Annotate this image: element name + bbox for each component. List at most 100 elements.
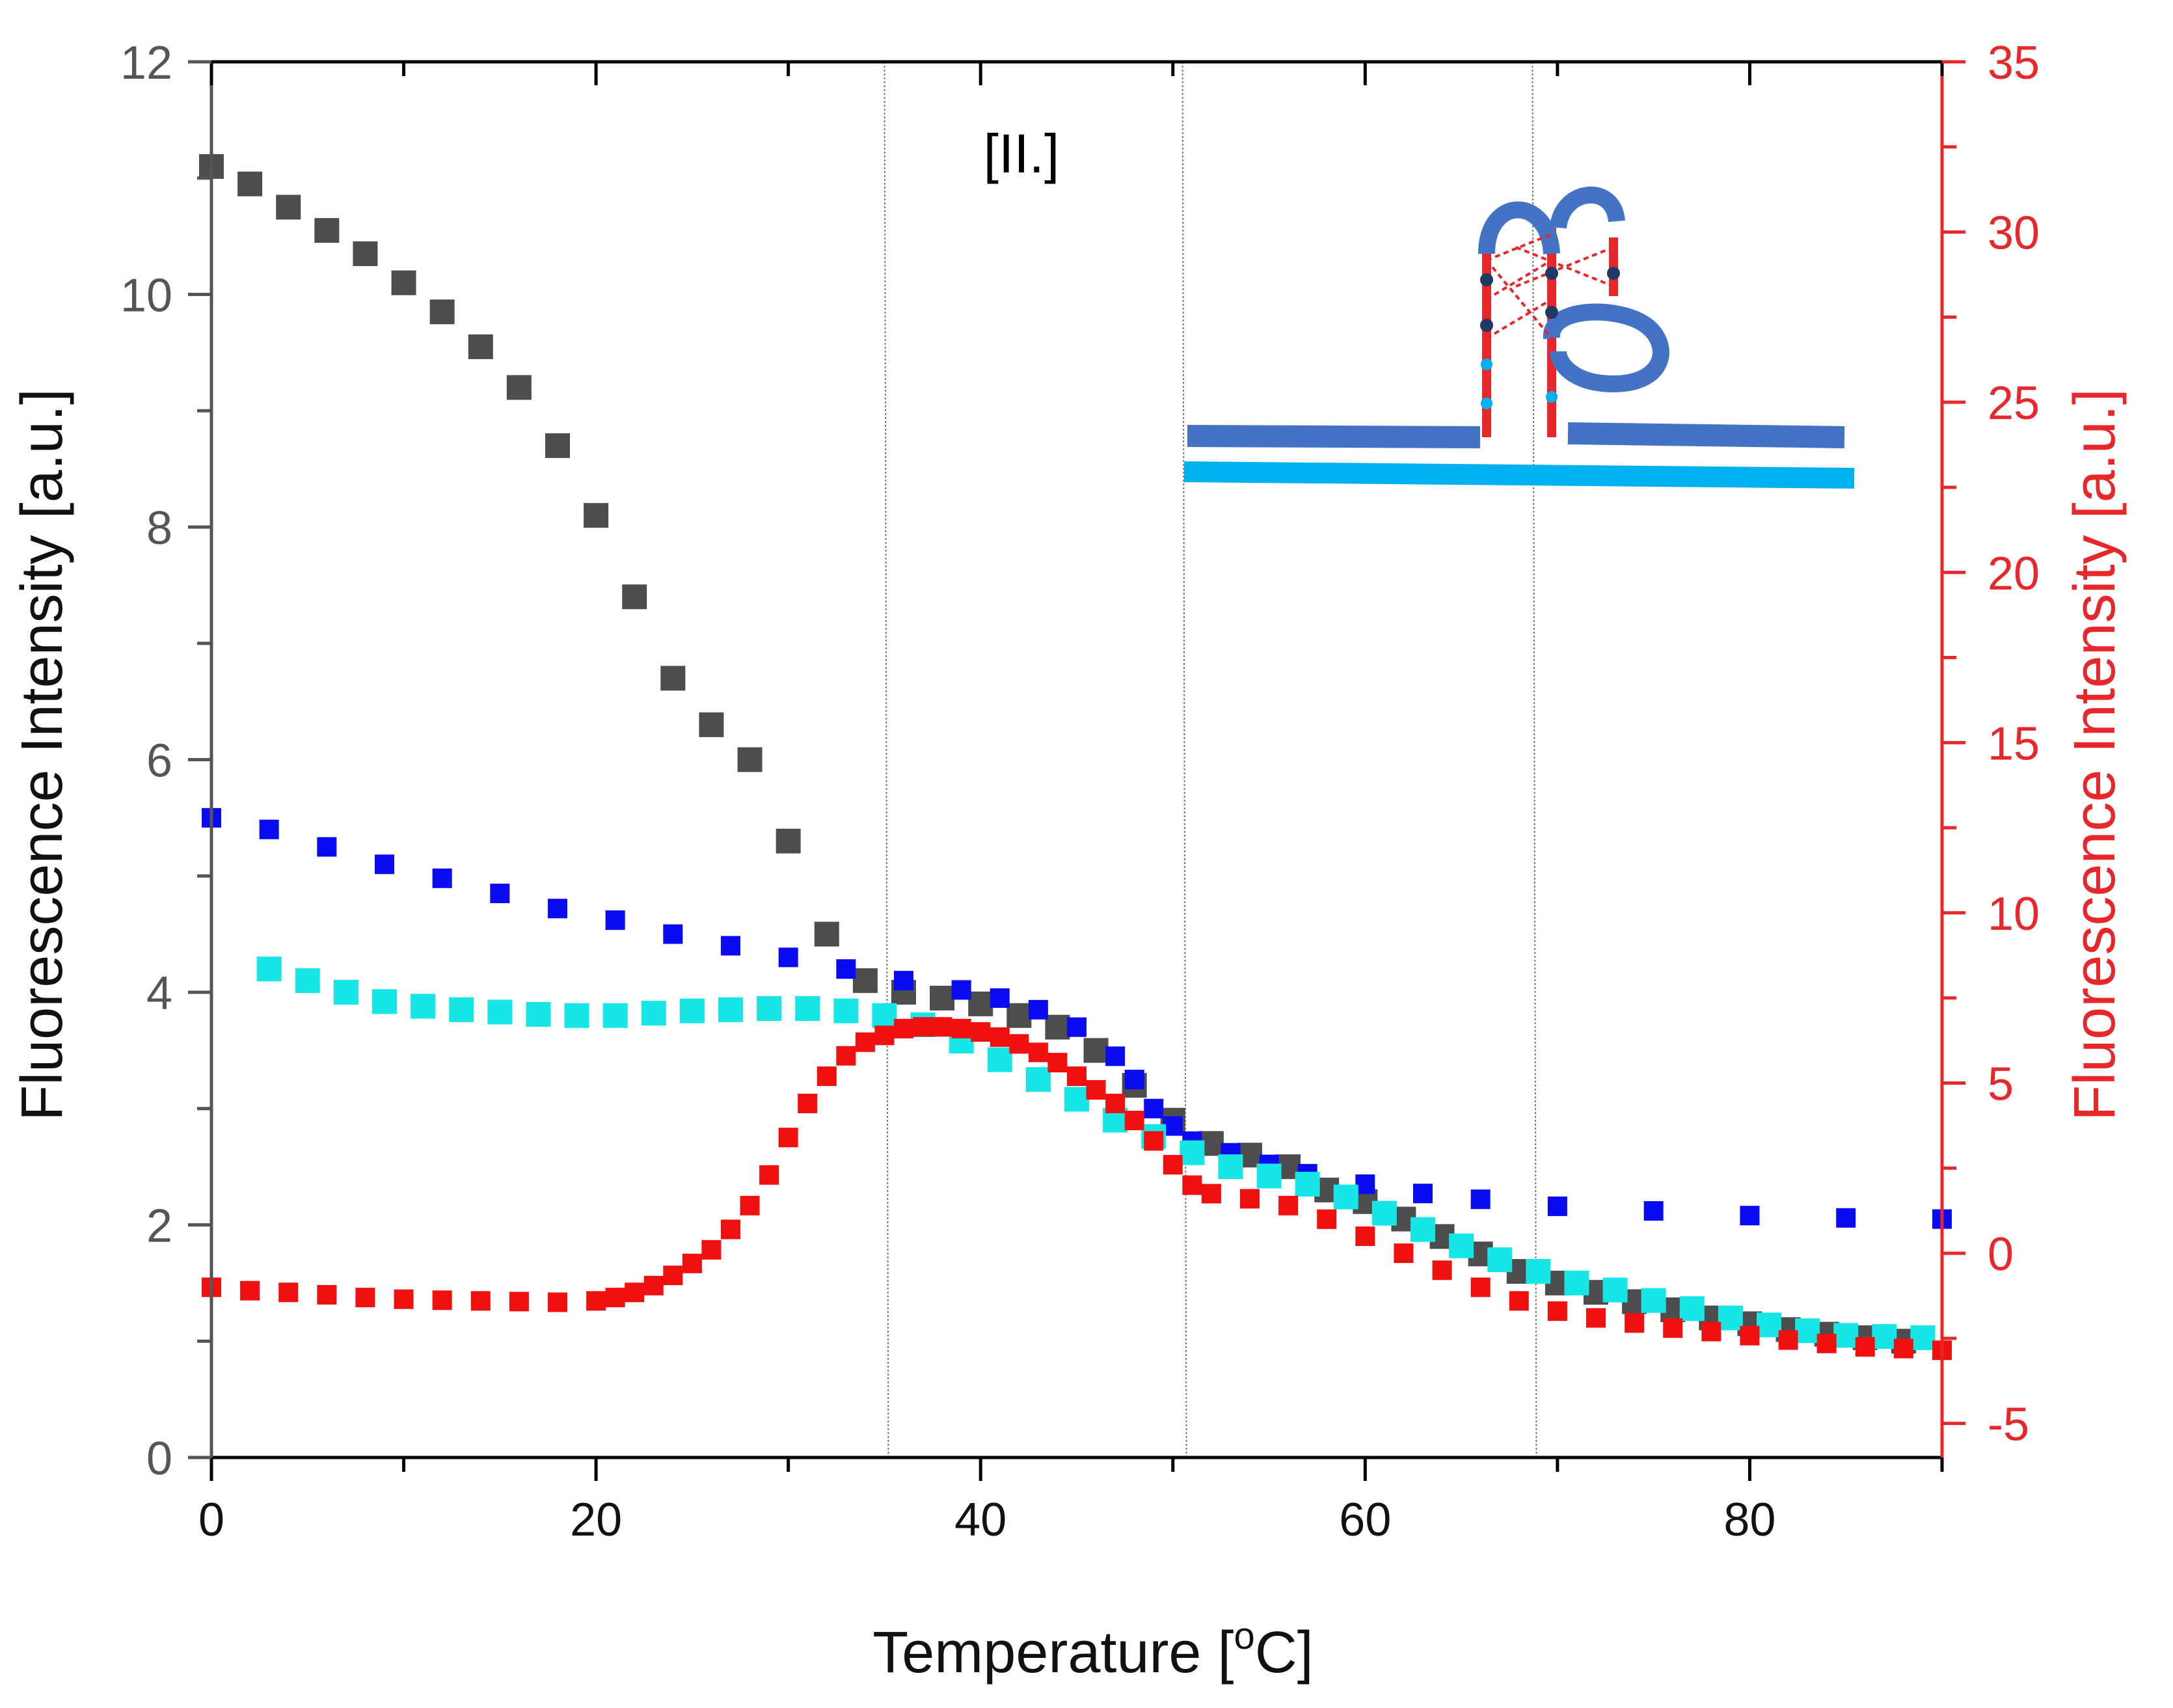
point-cyan-0	[256, 956, 282, 982]
point-blue-20	[1163, 1116, 1183, 1136]
point-red-1	[240, 1281, 260, 1301]
inset-top-strand-left	[1187, 425, 1481, 448]
y-right-tick-label--5: -5	[1988, 1399, 2029, 1451]
inset-loop-1	[1478, 201, 1560, 255]
point-cyan-29	[1371, 1200, 1397, 1226]
point-red-17	[721, 1219, 740, 1240]
point-red-50	[1509, 1291, 1529, 1311]
y-right-tick-label-30: 30	[1988, 208, 2040, 260]
point-red-16	[701, 1240, 722, 1260]
ticks-layer: 0 20 40 60 80 0 2 4 6 8 10 12 -5 0 5 10 15 20 25 30 35	[120, 37, 2040, 1546]
point-blue-6	[548, 899, 567, 919]
point-black-22	[1045, 1014, 1070, 1040]
point-cyan-37	[1679, 1296, 1705, 1322]
point-red-55	[1701, 1322, 1721, 1342]
point-black-12	[660, 666, 686, 691]
point-cyan-20	[1025, 1067, 1051, 1092]
point-red-58	[1816, 1333, 1837, 1353]
point-red-51	[1547, 1301, 1567, 1322]
y-left-tick-label-10: 10	[120, 270, 172, 322]
point-red-2	[278, 1282, 299, 1303]
y-axis-right-title: Fluorescence Intensity [a.u.]	[2062, 388, 2127, 1121]
point-black-21	[1006, 1003, 1032, 1028]
point-blue-15	[1028, 999, 1048, 1020]
point-red-11	[605, 1288, 625, 1308]
point-black-14	[737, 747, 763, 772]
point-red-22	[817, 1066, 837, 1087]
point-red-38	[1124, 1111, 1144, 1131]
point-red-40	[1163, 1155, 1183, 1175]
y-right-tick-label-15: 15	[1988, 718, 2040, 770]
point-red-33	[1028, 1042, 1048, 1063]
point-cyan-40	[1795, 1318, 1820, 1344]
point-black-13	[699, 712, 724, 737]
point-black-19	[930, 985, 955, 1010]
point-blue-4	[432, 868, 452, 888]
point-cyan-1	[295, 968, 320, 994]
point-cyan-25	[1218, 1154, 1243, 1180]
point-red-9	[548, 1292, 567, 1312]
point-blue-26	[1413, 1184, 1433, 1204]
point-blue-18	[1124, 1070, 1144, 1090]
point-cyan-30	[1410, 1217, 1435, 1242]
x-tick-label-80: 80	[1723, 1494, 1775, 1546]
point-red-36	[1086, 1079, 1106, 1100]
point-red-31	[990, 1027, 1010, 1047]
point-red-6	[432, 1290, 452, 1310]
point-cyan-43	[1910, 1325, 1936, 1350]
inset-hbond-mesh	[1485, 233, 1614, 340]
panel-label: [II.]	[984, 123, 1060, 184]
point-blue-7	[605, 910, 625, 930]
point-cyan-3	[372, 989, 397, 1014]
point-cyan-19	[987, 1047, 1012, 1072]
point-red-4	[355, 1288, 375, 1308]
y-right-tick-label-20: 20	[1988, 548, 2040, 600]
point-cyan-39	[1757, 1312, 1781, 1338]
y-left-tick-label-8: 8	[146, 502, 172, 554]
point-cyan-31	[1449, 1233, 1474, 1258]
y-right-tick-label-25: 25	[1988, 377, 2040, 429]
point-red-12	[625, 1282, 645, 1303]
point-cyan-42	[1872, 1324, 1897, 1349]
point-red-24	[855, 1032, 875, 1052]
point-cyan-41	[1833, 1323, 1859, 1348]
point-cyan-9	[602, 1003, 628, 1028]
y-left-tick-label-4: 4	[146, 968, 172, 1020]
point-black-16	[814, 921, 839, 947]
point-blue-12	[894, 971, 913, 991]
point-red-14	[663, 1266, 683, 1286]
point-red-8	[509, 1292, 529, 1312]
point-cyan-33	[1526, 1259, 1551, 1284]
x-tick-label-40: 40	[954, 1494, 1006, 1546]
point-red-21	[798, 1093, 818, 1113]
x-tick-label-60: 60	[1339, 1494, 1391, 1546]
point-cyan-10	[641, 1001, 666, 1026]
point-red-59	[1855, 1336, 1875, 1357]
point-black-10	[584, 503, 609, 528]
point-red-42	[1201, 1184, 1221, 1204]
point-cyan-2	[333, 980, 358, 1005]
point-black-5	[391, 270, 416, 295]
point-blue-11	[836, 959, 856, 979]
point-black-1	[237, 171, 263, 197]
point-red-52	[1586, 1308, 1606, 1328]
point-black-4	[353, 241, 378, 266]
point-cyan-32	[1487, 1247, 1513, 1273]
point-black-11	[622, 584, 647, 610]
point-black-3	[314, 218, 340, 243]
inset-loop-3	[1543, 303, 1669, 393]
point-blue-17	[1105, 1046, 1126, 1066]
point-blue-2	[317, 837, 337, 857]
point-red-13	[643, 1275, 664, 1295]
point-blue-13	[951, 980, 971, 1000]
point-cyan-14	[795, 996, 820, 1022]
point-red-39	[1144, 1131, 1164, 1151]
point-red-35	[1067, 1066, 1086, 1087]
point-blue-28	[1547, 1196, 1567, 1216]
point-red-54	[1663, 1318, 1683, 1338]
x-tick-label-20: 20	[570, 1494, 622, 1546]
point-cyan-13	[757, 996, 782, 1022]
point-red-3	[317, 1284, 337, 1305]
point-red-10	[586, 1291, 606, 1311]
